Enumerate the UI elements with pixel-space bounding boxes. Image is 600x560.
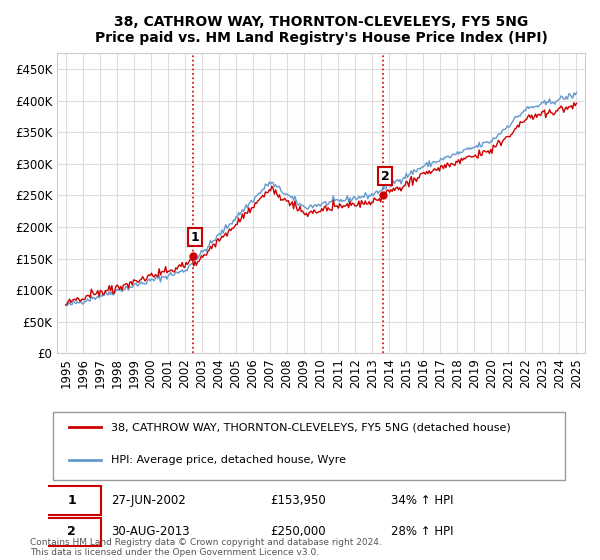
Text: 28% ↑ HPI: 28% ↑ HPI [391, 525, 454, 538]
Text: 2: 2 [67, 525, 76, 538]
Text: 30-AUG-2013: 30-AUG-2013 [112, 525, 190, 538]
Title: 38, CATHROW WAY, THORNTON-CLEVELEYS, FY5 5NG
Price paid vs. HM Land Registry's H: 38, CATHROW WAY, THORNTON-CLEVELEYS, FY5… [95, 15, 548, 45]
Text: 27-JUN-2002: 27-JUN-2002 [112, 494, 186, 507]
Text: 2: 2 [381, 170, 389, 183]
FancyBboxPatch shape [43, 486, 101, 515]
Text: Contains HM Land Registry data © Crown copyright and database right 2024.
This d: Contains HM Land Registry data © Crown c… [30, 538, 382, 557]
FancyBboxPatch shape [43, 517, 101, 546]
Text: £250,000: £250,000 [270, 525, 325, 538]
Text: 1: 1 [191, 231, 200, 244]
Text: 34% ↑ HPI: 34% ↑ HPI [391, 494, 454, 507]
FancyBboxPatch shape [53, 412, 565, 480]
Text: HPI: Average price, detached house, Wyre: HPI: Average price, detached house, Wyre [112, 455, 346, 465]
Text: £153,950: £153,950 [270, 494, 326, 507]
Text: 1: 1 [67, 494, 76, 507]
Text: 38, CATHROW WAY, THORNTON-CLEVELEYS, FY5 5NG (detached house): 38, CATHROW WAY, THORNTON-CLEVELEYS, FY5… [112, 422, 511, 432]
